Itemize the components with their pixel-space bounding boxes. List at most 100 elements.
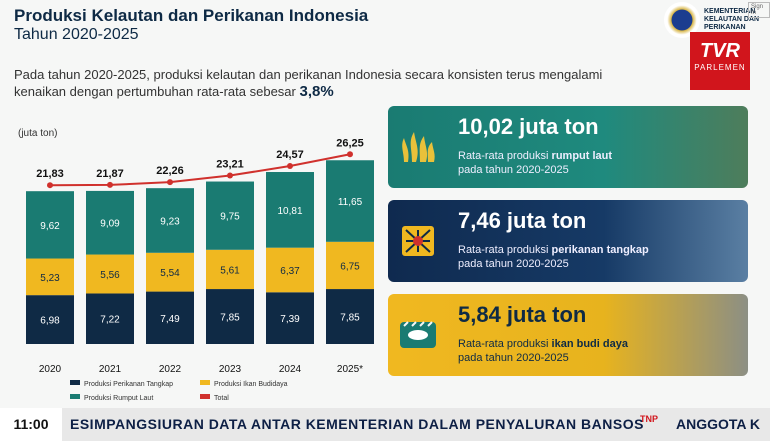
card-capture-line1: Rata-rata produksi perikanan tangkap [458,244,649,256]
bar-2-1 [86,190,134,255]
bar-0-5 [326,289,374,344]
x-tick-1: 2021 [99,364,122,375]
total-point-1 [107,181,113,188]
bar-0-2 [146,291,194,344]
description: Pada tahun 2020-2025, produksi kelautan … [14,66,694,100]
fishing-net-icon [402,226,434,256]
x-tick-2: 2022 [159,364,182,375]
card-capture-line2: pada tahun 2020-2025 [458,258,569,270]
card-capture: 7,46 juta ton Rata-rata produksi perikan… [388,200,748,282]
bar-1-2 [146,252,194,292]
card-seaweed-pre: Rata-rata produksi [458,150,552,162]
description-line2: kenaikan dengan pertumbuhan rata-rata se… [14,84,296,99]
bar-1-5 [326,241,374,290]
legend-label-3: Total [214,395,229,402]
bar-0-4 [266,292,314,344]
legend-swatch-0 [70,380,80,385]
growth-rate: 3,8% [299,83,334,100]
card-aquaculture-value: 5,84 juta ton [458,302,587,327]
bar-label-1-0: 5,23 [40,273,60,284]
total-label-4: 24,57 [276,149,304,161]
bar-2-5 [326,160,374,242]
bar-1-3 [206,249,254,290]
page-subtitle: Tahun 2020-2025 [14,26,139,43]
card-seaweed: 10,02 juta ton Rata-rata produksi rumput… [388,106,748,188]
bar-label-2-1: 9,09 [100,219,120,230]
broadcaster-logo: TVR PARLEMEN [690,32,750,90]
bar-label-1-4: 6,37 [280,266,300,277]
bar-label-0-3: 7,85 [220,313,240,324]
total-point-5 [347,151,353,158]
x-tick-0: 2020 [39,364,62,375]
bar-1-0 [26,258,74,296]
broadcaster-sub: PARLEMEN [694,63,746,72]
bar-label-1-2: 5,54 [160,268,180,279]
x-tick-5: 2025* [337,364,363,375]
bar-0-1 [86,293,134,344]
bar-label-2-3: 9,75 [220,212,240,223]
bar-label-0-2: 7,49 [160,314,180,325]
card-seaweed-line1: Rata-rata produksi rumput laut [458,150,612,162]
bar-label-1-1: 5,56 [100,270,120,281]
legend-label-0: Produksi Perikanan Tangkap [84,381,173,388]
bar-2-2 [146,188,194,253]
card-aquaculture-bold: ikan budi daya [551,338,628,350]
bar-0-3 [206,289,254,344]
legend-swatch-2 [70,394,80,399]
bar-label-0-0: 6,98 [40,316,60,327]
total-point-3 [227,172,233,179]
bar-label-0-4: 7,39 [280,314,300,325]
bar-2-3 [206,181,254,250]
y-unit-label: (juta ton) [18,128,57,139]
slide: Produksi Kelautan dan Perikanan Indonesi… [14,2,770,402]
bar-label-0-5: 7,85 [340,313,360,324]
card-seaweed-bold: rumput laut [551,150,613,162]
card-aquaculture-pre: Rata-rata produksi [458,338,552,350]
card-capture-bold: perikanan tangkap [551,244,649,256]
bar-2-0 [26,191,74,259]
total-label-2: 22,26 [156,165,184,177]
bar-label-1-5: 6,75 [340,261,360,272]
bar-label-2-2: 9,23 [160,216,180,227]
card-aquaculture-line2: pada tahun 2020-2025 [458,352,569,364]
total-label-1: 21,87 [96,168,124,180]
bar-1-4 [266,247,314,293]
total-point-2 [167,179,173,186]
page-title: Produksi Kelautan dan Perikanan Indonesi… [14,6,369,25]
bar-label-2-0: 9,62 [40,221,60,232]
card-capture-pre: Rata-rata produksi [458,244,552,256]
description-line1: Pada tahun 2020-2025, produksi kelautan … [14,67,603,82]
total-label-3: 23,21 [216,159,244,171]
bar-1-1 [86,254,134,294]
bar-label-0-1: 7,22 [100,315,120,326]
card-capture-value: 7,46 juta ton [458,208,587,233]
legend-label-1: Produksi Ikan Budidaya [214,381,288,388]
ticker-next: ANGGOTA K [676,416,760,432]
card-aquaculture: 5,84 juta ton Rata-rata produksi ikan bu… [388,294,748,376]
total-point-4 [287,163,293,170]
bar-0-0 [26,295,74,344]
x-tick-3: 2023 [219,364,242,375]
card-aquaculture-line1: Rata-rata produksi ikan budi daya [458,338,628,350]
legend-swatch-3 [200,394,210,399]
ticker-clock: 11:00 [0,408,62,441]
card-seaweed-line2: pada tahun 2020-2025 [458,164,569,176]
bar-label-2-5: 11,65 [338,197,363,208]
legend-label-2: Produksi Rumput Laut [84,395,153,402]
ticker-brand: TNP [640,414,658,424]
bar-label-2-4: 10,81 [277,206,302,217]
fish-pond-icon [400,321,436,348]
total-label-5: 26,25 [336,137,364,149]
ministry-name: KEMENTERIAN KELAUTAN DAN PERIKANAN [704,8,760,31]
bar-2-4 [266,172,314,248]
signin-button[interactable]: Sign In [748,2,770,18]
broadcaster-brand: TVR [700,40,740,62]
ticker-headline: ESIMPANGSIURAN DATA ANTAR KEMENTERIAN DA… [70,416,644,432]
total-point-0 [47,182,53,189]
production-chart: (juta ton) 6,98 5,23 9,62 21,83 2020 7,22 5,56 9… [18,128,374,402]
card-seaweed-value: 10,02 juta ton [458,114,599,139]
total-line [49,153,351,187]
x-tick-4: 2024 [279,364,302,375]
legend-swatch-1 [200,380,210,385]
total-label-0: 21,83 [36,168,64,180]
